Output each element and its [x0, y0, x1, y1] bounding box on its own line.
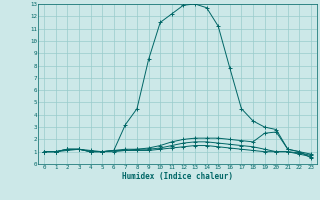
X-axis label: Humidex (Indice chaleur): Humidex (Indice chaleur): [122, 172, 233, 181]
